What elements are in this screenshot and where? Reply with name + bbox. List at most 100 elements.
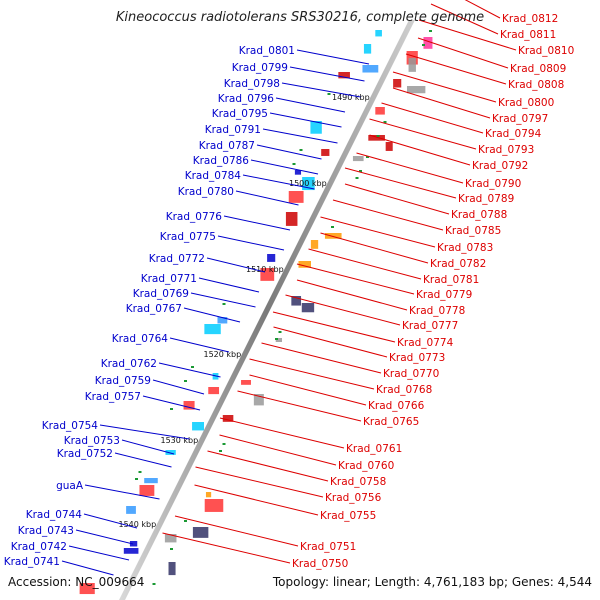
left-gene-label[interactable]: Krad_0798: [224, 78, 280, 90]
right-gene-label[interactable]: Krad_0766: [368, 400, 425, 412]
gene-block: [183, 401, 195, 410]
left-gene-label[interactable]: Krad_0754: [42, 420, 99, 432]
right-gene-label[interactable]: Krad_0777: [402, 320, 458, 332]
left-gene-label[interactable]: Krad_0753: [64, 435, 120, 447]
left-gene-label[interactable]: Krad_0799: [232, 62, 288, 74]
left-leader-line: [269, 112, 342, 128]
right-leader-line: [296, 279, 408, 311]
left-gene-label[interactable]: Krad_0769: [133, 288, 189, 300]
left-leader-line: [217, 235, 285, 251]
right-gene-label[interactable]: Krad_0770: [383, 368, 439, 380]
left-gene-label[interactable]: Krad_0787: [199, 140, 255, 152]
right-leader-line: [296, 263, 415, 295]
right-gene-label[interactable]: Krad_0797: [492, 113, 548, 125]
left-leader-line: [242, 174, 315, 190]
right-gene-label[interactable]: Krad_0812: [502, 13, 558, 25]
gene-block: [385, 142, 393, 151]
left-gene-label[interactable]: Krad_0796: [218, 93, 275, 105]
left-gene-label[interactable]: Krad_0776: [166, 211, 223, 223]
left-leader-line: [206, 257, 266, 273]
left-gene-label[interactable]: Krad_0791: [205, 124, 261, 136]
right-gene-label[interactable]: Krad_0778: [409, 305, 465, 317]
left-leader-line: [158, 362, 221, 378]
left-leader-line: [114, 452, 172, 468]
left-gene-label[interactable]: Krad_0795: [212, 108, 268, 120]
gene-tick: [219, 450, 222, 452]
right-gene-label[interactable]: Krad_0751: [300, 541, 356, 553]
right-gene-label[interactable]: Krad_0774: [397, 337, 454, 349]
right-gene-label[interactable]: Krad_0809: [510, 63, 566, 75]
right-gene-label[interactable]: Krad_0810: [518, 45, 574, 57]
right-leader-line: [194, 484, 319, 516]
gene-tick: [152, 583, 156, 585]
left-leader-line: [198, 277, 260, 293]
right-gene-label[interactable]: Krad_0782: [430, 258, 486, 270]
left-gene-label[interactable]: Krad_0762: [101, 358, 157, 370]
right-leader-line: [285, 294, 401, 326]
gene-tick: [292, 163, 296, 165]
right-leader-line: [308, 248, 422, 280]
right-gene-label[interactable]: Krad_0768: [376, 384, 432, 396]
right-gene-label[interactable]: Krad_0773: [389, 352, 445, 364]
gene-block: [165, 450, 176, 455]
left-gene-label[interactable]: Krad_0780: [178, 186, 234, 198]
right-gene-label[interactable]: Krad_0788: [451, 209, 507, 221]
right-gene-label[interactable]: Krad_0790: [465, 178, 521, 190]
left-gene-label[interactable]: Krad_0759: [95, 375, 151, 387]
right-gene-label[interactable]: Krad_0808: [508, 79, 564, 91]
left-gene-label[interactable]: Krad_0801: [239, 45, 295, 57]
left-gene-label[interactable]: Krad_0742: [11, 541, 67, 553]
gene-block: [291, 296, 302, 306]
right-gene-label[interactable]: Krad_0794: [485, 128, 542, 140]
gene-tick: [429, 30, 432, 32]
gene-block: [222, 415, 234, 422]
gene-block: [144, 478, 158, 484]
right-gene-label[interactable]: Krad_0758: [330, 476, 386, 488]
gene-block: [406, 86, 426, 94]
gene-block: [253, 394, 264, 406]
gene-block: [205, 492, 212, 498]
gene-block: [393, 79, 402, 88]
left-gene-label[interactable]: guaA: [56, 480, 84, 492]
left-gene-label[interactable]: Krad_0757: [85, 391, 141, 403]
right-gene-label[interactable]: Krad_0800: [498, 97, 554, 109]
gene-block: [406, 51, 418, 65]
gene-block: [285, 212, 298, 226]
right-gene-label[interactable]: Krad_0755: [320, 510, 376, 522]
gene-tick: [184, 520, 187, 522]
right-leader-line: [261, 342, 382, 374]
left-gene-label[interactable]: Krad_0784: [185, 170, 242, 182]
left-gene-label[interactable]: Krad_0775: [160, 231, 216, 243]
left-leader-line: [275, 97, 346, 113]
gene-block: [408, 58, 416, 72]
right-leader-line: [174, 515, 299, 547]
left-gene-label[interactable]: Krad_0772: [149, 253, 205, 265]
left-gene-label[interactable]: Krad_0764: [112, 333, 169, 345]
right-gene-label[interactable]: Krad_0793: [478, 144, 534, 156]
right-gene-label[interactable]: Krad_0779: [416, 289, 472, 301]
gene-tick: [138, 471, 142, 473]
left-leader-line: [223, 215, 291, 231]
left-gene-label[interactable]: Krad_0741: [4, 556, 60, 568]
right-gene-label[interactable]: Krad_0783: [437, 242, 493, 254]
gene-tick: [359, 170, 362, 172]
left-leader-line: [296, 49, 370, 65]
left-gene-label[interactable]: Krad_0767: [126, 303, 182, 315]
right-gene-label[interactable]: Krad_0765: [363, 416, 419, 428]
left-gene-label[interactable]: Krad_0786: [193, 155, 250, 167]
left-gene-label[interactable]: Krad_0743: [18, 525, 74, 537]
right-gene-label[interactable]: Krad_0781: [423, 274, 479, 286]
left-gene-label[interactable]: Krad_0771: [141, 273, 197, 285]
right-leader-line: [249, 374, 367, 406]
right-gene-label[interactable]: Krad_0792: [472, 160, 528, 172]
left-gene-label[interactable]: Krad_0752: [57, 448, 113, 460]
right-gene-label[interactable]: Krad_0761: [346, 443, 402, 455]
left-gene-label[interactable]: Krad_0744: [26, 509, 83, 521]
right-gene-label[interactable]: Krad_0760: [338, 460, 394, 472]
right-gene-label[interactable]: Krad_0750: [292, 558, 348, 570]
right-gene-label[interactable]: Krad_0756: [325, 492, 382, 504]
right-gene-label[interactable]: Krad_0811: [500, 29, 556, 41]
right-gene-label[interactable]: Krad_0789: [458, 193, 514, 205]
right-gene-label[interactable]: Krad_0785: [445, 225, 501, 237]
